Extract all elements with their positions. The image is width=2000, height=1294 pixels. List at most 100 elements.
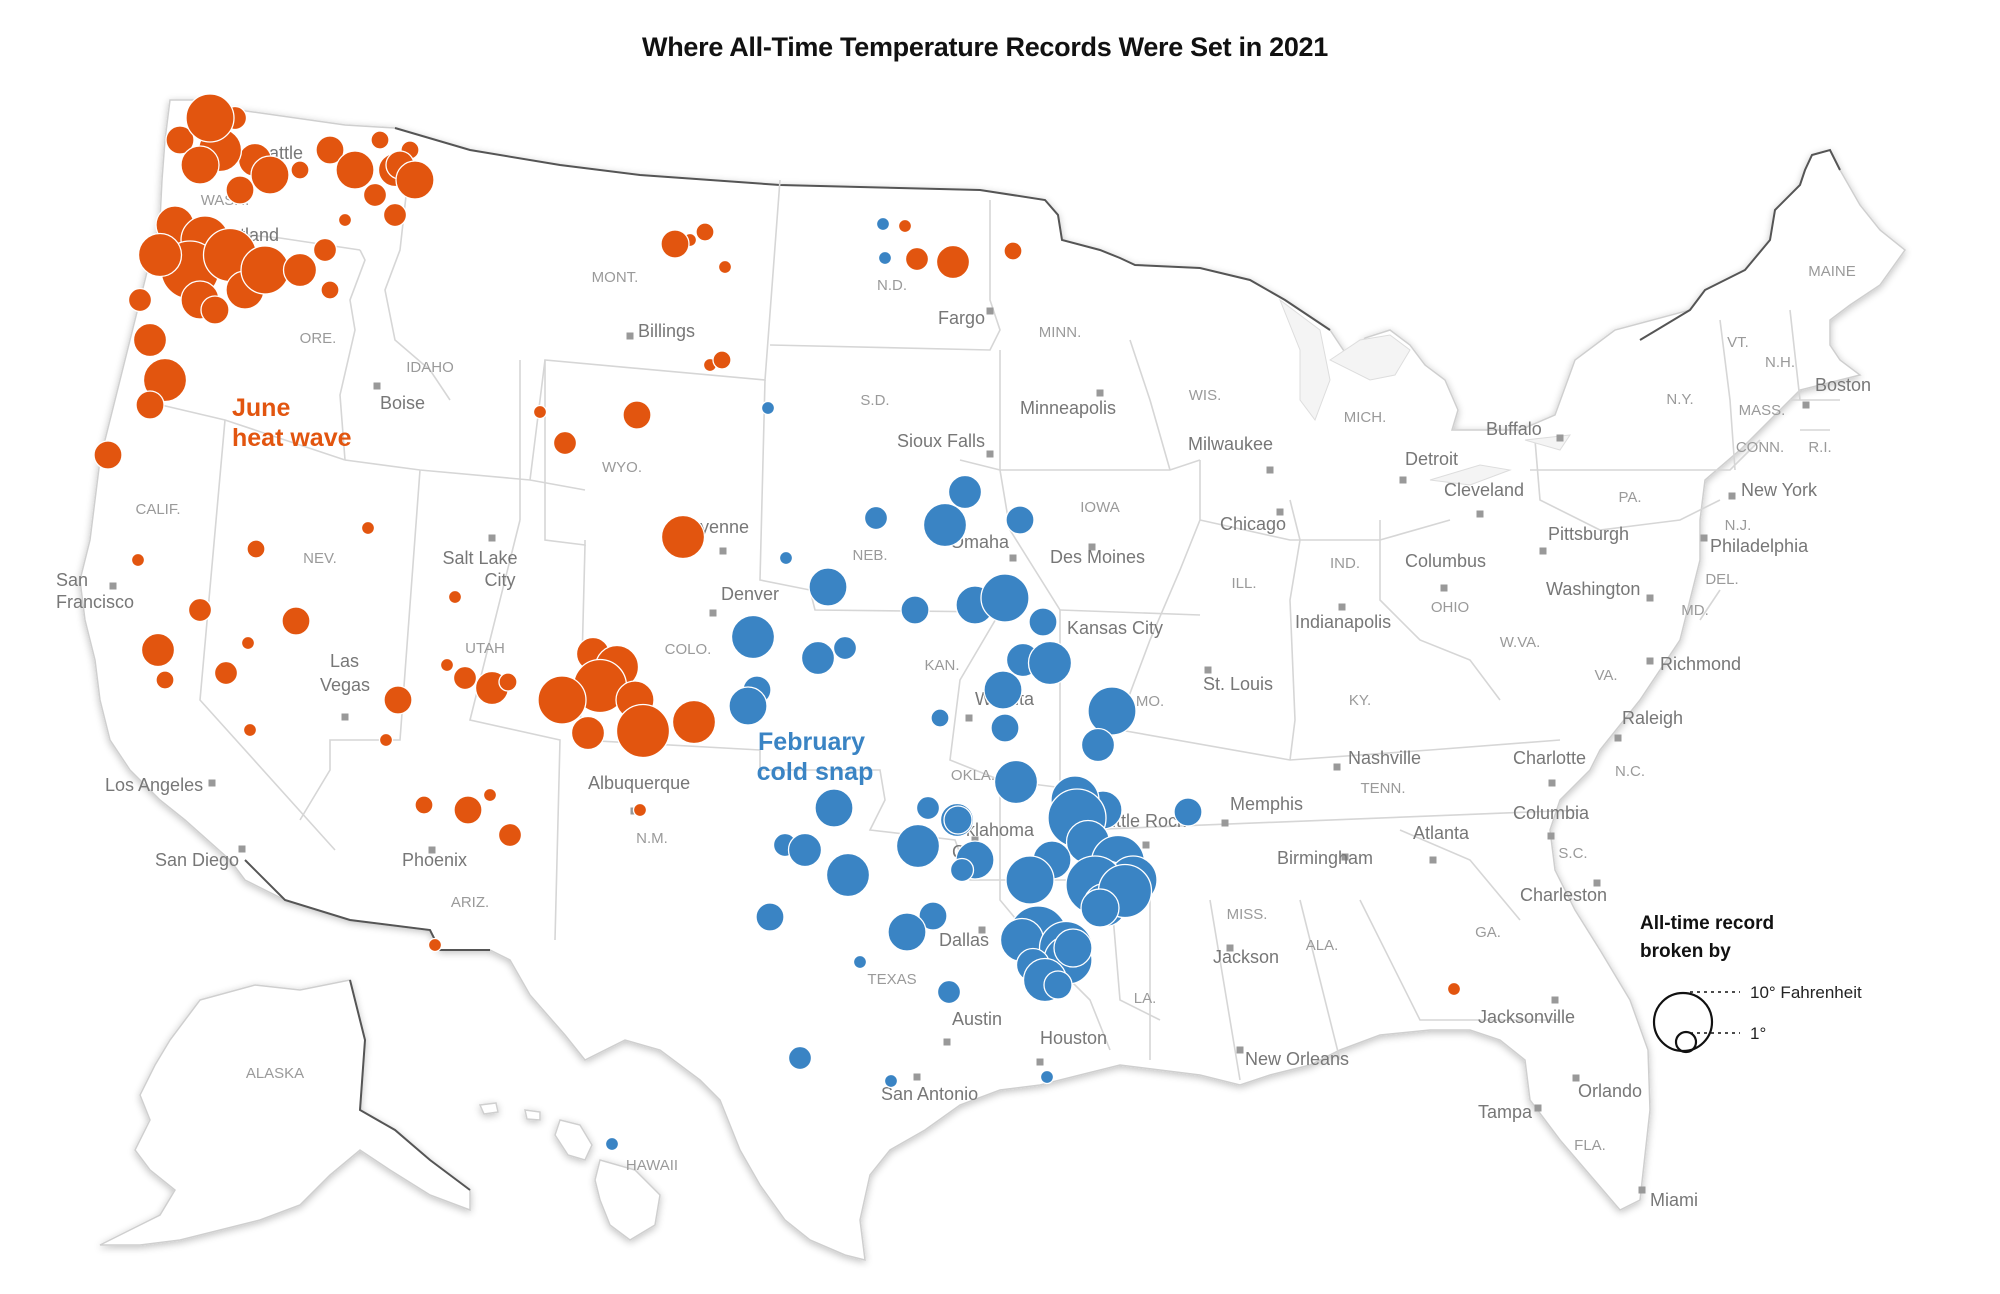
cold-record-circle-kansas	[1027, 640, 1073, 686]
heat-record-circle-eastern-washington	[362, 182, 388, 208]
state-label-mich: MICH.	[1344, 409, 1387, 426]
state-label-nev: NEV.	[303, 550, 337, 567]
city-marker-columbia	[1547, 832, 1555, 840]
city-label-memphis: Memphis	[1230, 794, 1303, 814]
state-label-n-h: N.H.	[1765, 354, 1795, 371]
city-label-denver: Denver	[721, 584, 779, 604]
state-label-ky: KY.	[1349, 692, 1371, 709]
heat-record-circle-utah	[383, 685, 413, 715]
cold-record-circle-nebraska	[922, 502, 968, 548]
state-label-colo: COLO.	[665, 641, 712, 658]
cold-snap-annotation: February cold snap	[757, 728, 874, 786]
city-label-albuquerque: Albuquerque	[588, 773, 690, 793]
heat-record-circle-olympic-peninsula	[185, 93, 235, 143]
cold-record-circle-oklahoma	[895, 823, 941, 869]
heat-record-circle-olympic-peninsula	[165, 125, 195, 155]
heat-record-circle-wyoming	[712, 350, 732, 370]
state-label-wyo: WYO.	[602, 459, 642, 476]
city-label-atlanta: Atlanta	[1413, 823, 1470, 843]
cold-record-circle-kansas	[1173, 797, 1203, 827]
cold-record-circle-nebraska	[728, 686, 768, 726]
cold-record-circle-nebraska	[832, 635, 858, 661]
legend-small-label: 1°	[1750, 1024, 1766, 1043]
city-label-fargo: Fargo	[938, 308, 985, 328]
city-label-charlotte: Charlotte	[1513, 748, 1586, 768]
state-label-texas: TEXAS	[867, 971, 916, 988]
state-label-utah: UTAH	[465, 640, 505, 657]
heat-record-circle-northern-california	[130, 552, 146, 568]
state-label-minn: MINN.	[1039, 324, 1082, 341]
city-marker-cleveland	[1476, 510, 1484, 518]
city-label-cleveland: Cleveland	[1444, 480, 1524, 500]
city-label-tampa: Tampa	[1478, 1102, 1533, 1122]
city-marker-boston	[1802, 401, 1810, 409]
city-marker-fargo	[986, 307, 994, 315]
heat-record-circle-eastern-washington	[315, 135, 345, 165]
city-label-little-rock: Little Rock	[1102, 811, 1187, 831]
city-label-richmond: Richmond	[1660, 654, 1741, 674]
city-label-orlando: Orlando	[1578, 1081, 1642, 1101]
city-label-miami: Miami	[1650, 1190, 1698, 1210]
heat-record-circle-southeast-colorado	[671, 699, 717, 745]
city-marker-minneapolis	[1096, 389, 1104, 397]
state-label-fla: FLA.	[1574, 1137, 1606, 1154]
city-marker-pittsburgh	[1539, 547, 1547, 555]
heat-record-circle-wyoming	[622, 400, 652, 430]
cold-record-circle-oklahoma	[787, 832, 823, 868]
cold-record-circle-nebraska	[1005, 505, 1035, 535]
legend-title-line1: All-time record	[1640, 913, 1774, 934]
city-marker-philadelphia	[1700, 534, 1708, 542]
cold-record-circle-east-texas	[1043, 970, 1073, 1000]
heat-record-circle-willamette-valley	[240, 245, 290, 295]
heat-record-circle-wyoming	[552, 430, 578, 456]
city-marker-dallas	[978, 926, 986, 934]
state-label-kan: KAN.	[924, 657, 959, 674]
city-label-san-diego: San Diego	[155, 850, 239, 870]
city-label-washington: Washington	[1546, 579, 1640, 599]
heat-record-circle-montana	[717, 259, 733, 275]
state-label-n-d: N.D.	[877, 277, 907, 294]
city-label-raleigh: Raleigh	[1622, 708, 1683, 728]
hawaii-shape	[478, 1102, 661, 1241]
heat-record-circle-wyoming	[532, 404, 548, 420]
city-label-boston: Boston	[1815, 375, 1871, 395]
city-marker-washington	[1646, 594, 1654, 602]
heat-record-circle-oregon-coast	[142, 357, 188, 403]
heat-record-circle-northern-california	[187, 597, 213, 623]
heat-wave-annotation: June heat wave	[232, 394, 352, 452]
heat-record-circle-northern-idaho	[282, 252, 318, 288]
cold-record-circle-nebraska	[808, 567, 848, 607]
city-marker-little-rock	[1142, 841, 1150, 849]
cold-record-circle-nebraska	[863, 505, 889, 531]
city-marker-san-francisco	[109, 582, 117, 590]
cold-record-circle-north-dakota	[877, 250, 893, 266]
cold-snap-line1: February	[758, 728, 865, 756]
city-label-birmingham: Birmingham	[1277, 848, 1373, 868]
state-label-miss: MISS.	[1227, 906, 1268, 923]
state-label-alaska: ALASKA	[246, 1065, 304, 1082]
heat-record-circle-eastern-washington	[290, 160, 310, 180]
city-labels: SeattlePortlandBoiseBillingsFargoMinneap…	[56, 143, 1871, 1210]
city-label-indianapolis: Indianapolis	[1295, 612, 1391, 632]
state-label-wis: WIS.	[1189, 387, 1222, 404]
cold-record-circle-houston	[1039, 1069, 1055, 1085]
heat-record-circle-northern-idaho	[312, 237, 338, 263]
cold-record-circle-dallas	[1080, 888, 1120, 928]
city-label-las-vegas: Las Vegas	[320, 651, 370, 695]
heat-record-circle-northern-california	[140, 632, 176, 668]
heat-record-circle-eastern-washington	[335, 150, 375, 190]
cold-record-circle-del-rio	[787, 1045, 813, 1071]
cold-record-circle-kansas	[1087, 686, 1137, 736]
city-label-charleston: Charleston	[1520, 885, 1607, 905]
city-marker-oklahoma-city	[971, 836, 979, 844]
heat-wave-line2: heat wave	[232, 424, 352, 452]
city-marker-charlotte	[1548, 779, 1556, 787]
cold-record-circle-san-antonio	[883, 1073, 899, 1089]
city-marker-boise	[373, 382, 381, 390]
cold-record-circle-san-antonio	[936, 979, 962, 1005]
city-marker-austin	[943, 1038, 951, 1046]
heat-record-circles	[93, 93, 1462, 997]
state-label-ill: ILL.	[1231, 575, 1256, 592]
